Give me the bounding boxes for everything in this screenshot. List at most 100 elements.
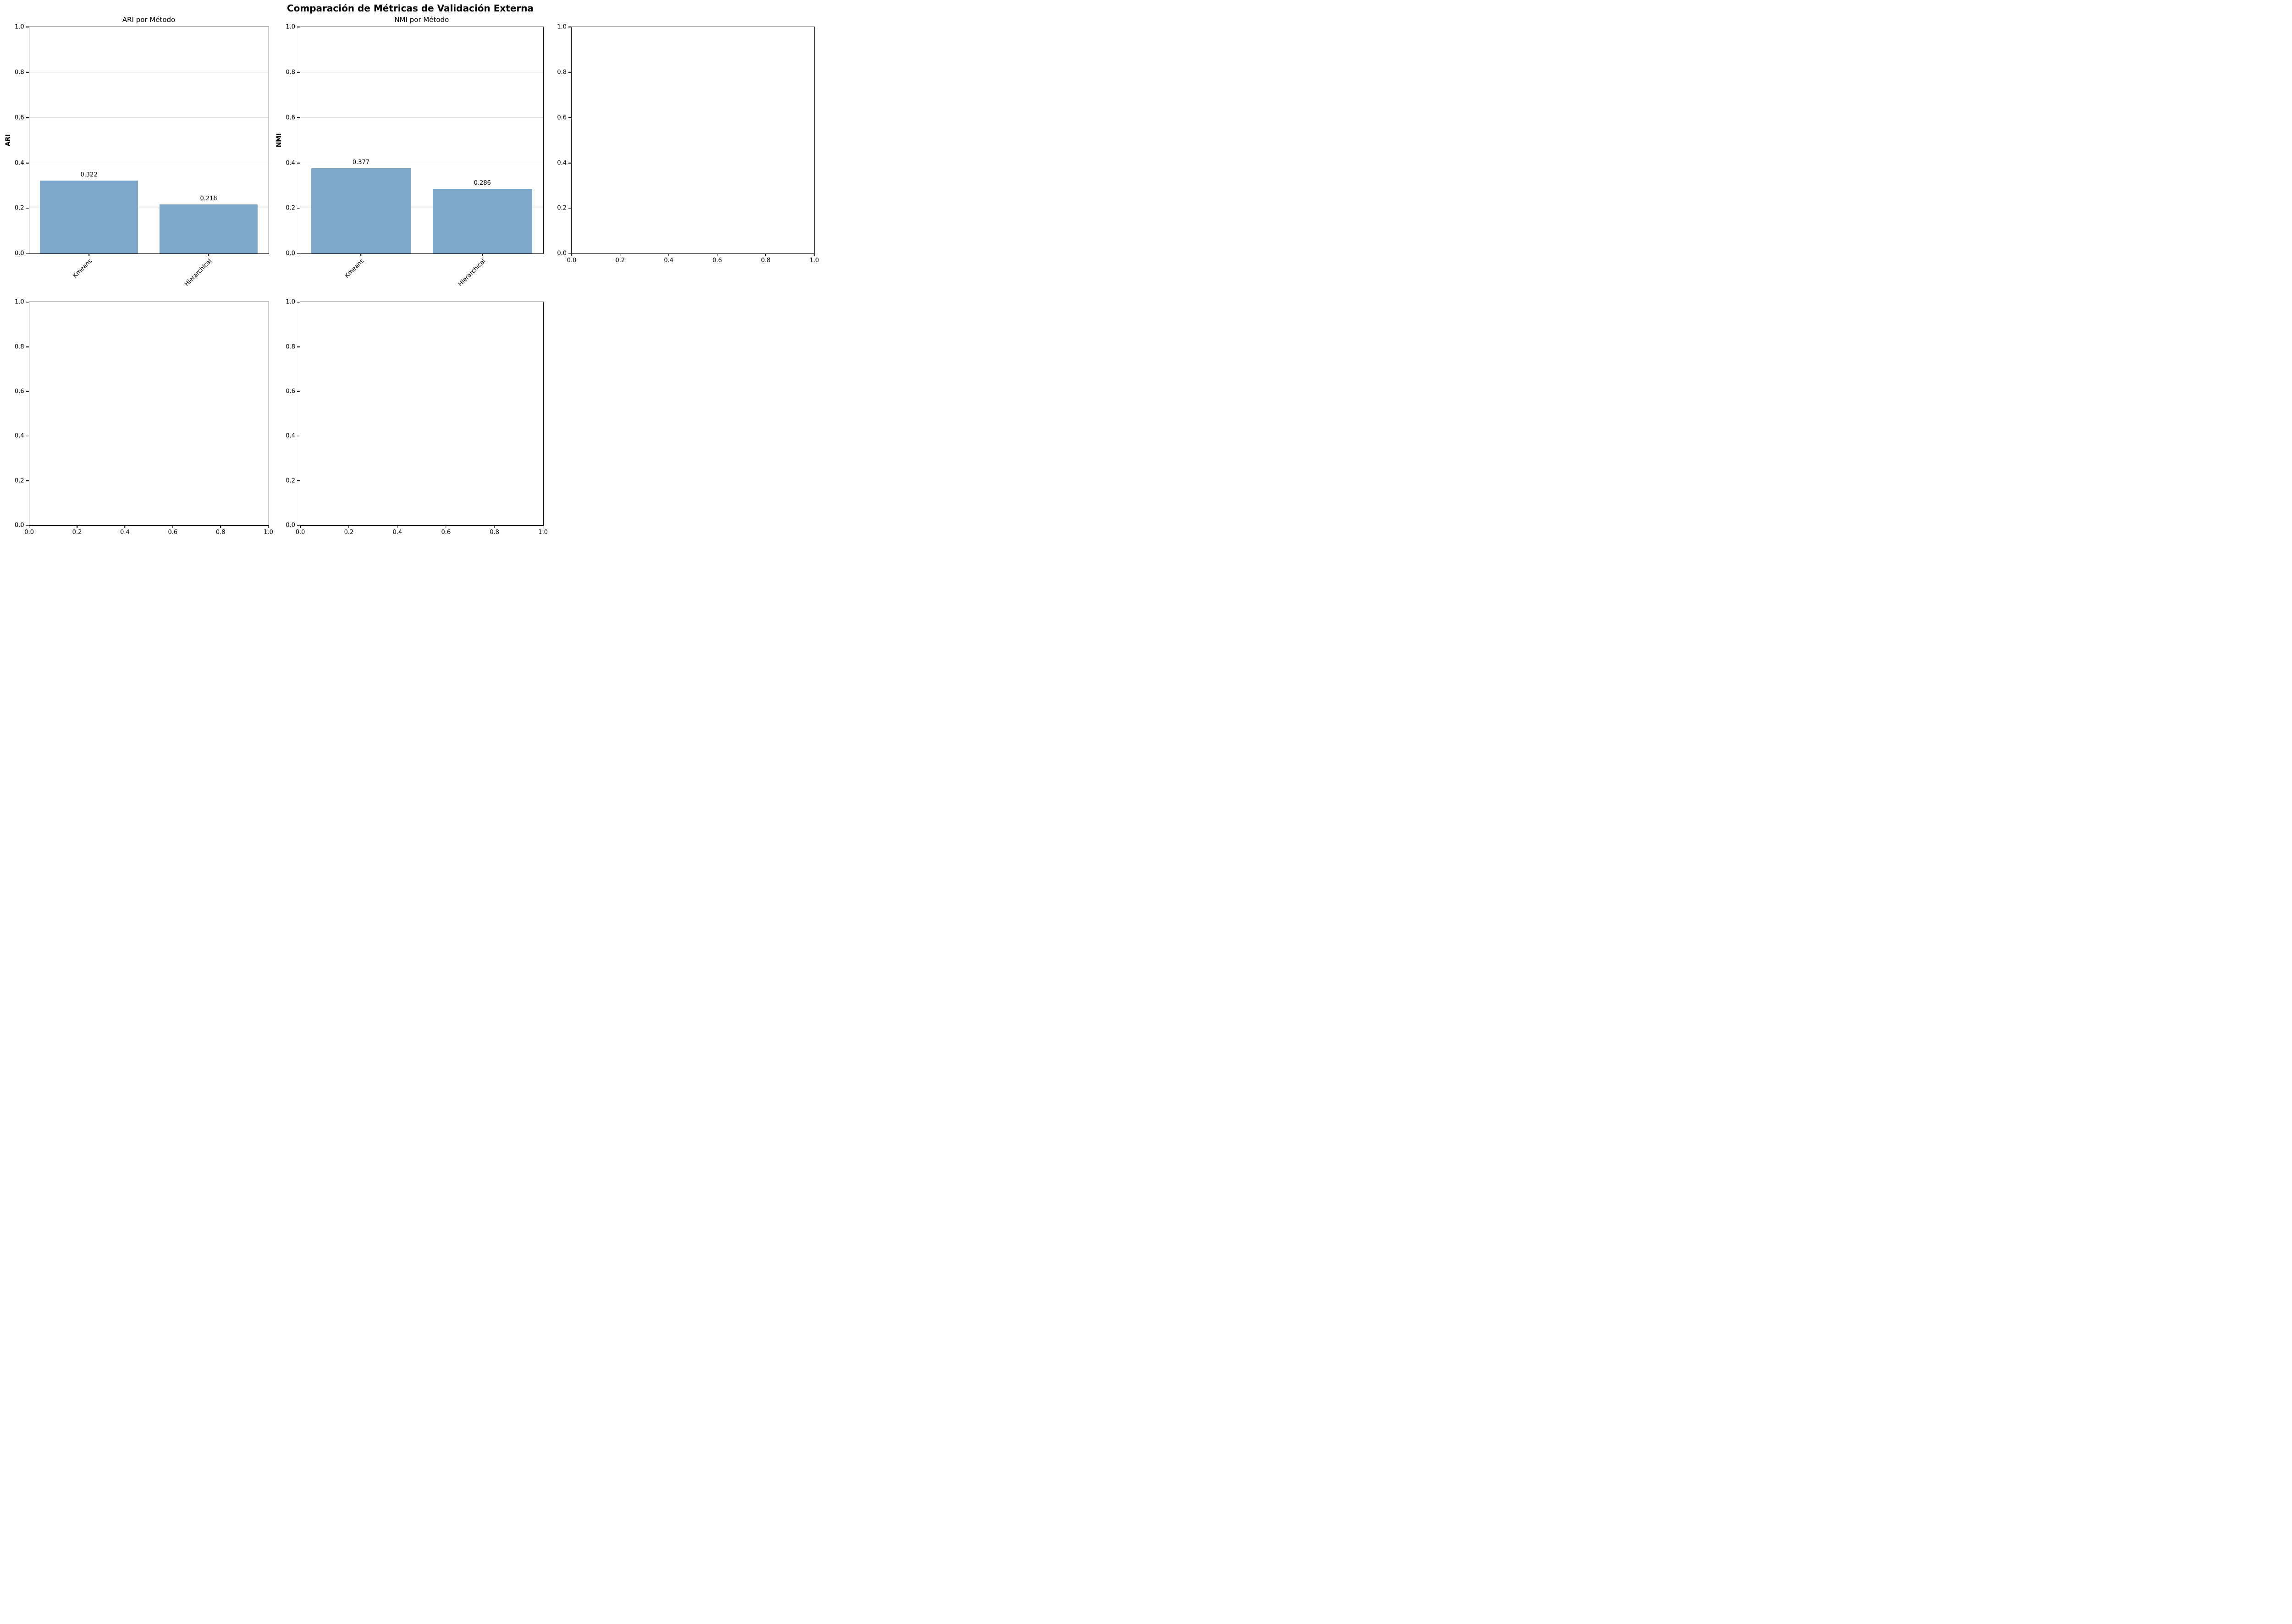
y-tick-mark	[297, 72, 300, 73]
y-tick-label: 0.2	[286, 477, 296, 484]
y-tick-label: 1.0	[557, 23, 567, 31]
y-tick-mark	[26, 435, 29, 437]
x-category-label: Hierarchical	[457, 258, 487, 288]
x-tick-label: 0.2	[615, 257, 625, 264]
y-tick-label: 0.4	[286, 160, 296, 167]
figure-suptitle: Comparación de Métricas de Validación Ex…	[286, 3, 534, 14]
x-tick-label: 0.8	[761, 257, 771, 264]
y-tick-label: 0.8	[286, 343, 296, 351]
y-tick-label: 0.2	[557, 204, 567, 212]
x-tick-label: 1.0	[809, 257, 819, 264]
y-tick-label: 0.0	[14, 250, 24, 257]
x-tick-label: 0.2	[72, 529, 82, 536]
y-tick-label: 0.8	[14, 343, 24, 351]
y-tick-mark	[568, 253, 572, 254]
y-tick-mark	[297, 162, 300, 164]
x-tick-mark	[494, 525, 495, 528]
bar-value-label: 0.322	[80, 171, 98, 179]
y-tick-mark	[26, 391, 29, 392]
x-tick-label: 0.6	[441, 529, 451, 536]
subplot-empty-top-right: 0.0 0.2 0.4 0.6 0.8 1.0 0.0 0.2 0.4 0.6 0.8 1.0	[557, 24, 819, 264]
y-tick-mark	[297, 117, 300, 118]
y-tick-mark	[26, 117, 29, 118]
y-tick-mark	[26, 162, 29, 164]
y-tick-label: 0.6	[286, 388, 296, 395]
y-tick-mark	[26, 480, 29, 481]
y-tick-mark	[297, 525, 300, 526]
y-tick-label: 0.8	[557, 69, 567, 76]
y-tick-mark	[297, 208, 300, 209]
y-tick-label: 0.4	[557, 160, 567, 167]
y-tick-mark	[568, 162, 572, 164]
subplot-nmi-bar-chart: NMI por Método NMI 0.0 0.2 0.4 0.6 0.8 1.0 0.3…	[275, 16, 544, 288]
x-tick-mark	[716, 253, 718, 257]
y-tick-mark	[297, 435, 300, 437]
x-tick-mark	[172, 525, 173, 528]
x-tick-label: 1.0	[538, 529, 548, 536]
y-tick-label: 1.0	[286, 23, 296, 31]
y-tick-label: 0.2	[14, 477, 24, 484]
x-category-label: Kmeans	[72, 258, 94, 280]
y-tick-label: 0.0	[14, 522, 24, 529]
x-tick-mark	[300, 525, 301, 528]
y-gridline	[29, 117, 269, 118]
y-gridline	[300, 117, 543, 118]
x-tick-mark	[668, 253, 669, 257]
subplot-ari-bar-chart: ARI por Método ARI 0.0 0.2 0.4 0.6 0.8 1.0 0.3…	[5, 16, 269, 288]
x-tick-mark	[360, 253, 362, 257]
x-tick-mark	[220, 525, 221, 528]
y-tick-mark	[568, 117, 572, 118]
x-tick-label: 0.8	[215, 529, 226, 536]
y-tick-label: 1.0	[14, 23, 24, 31]
y-tick-mark	[26, 27, 29, 28]
y-tick-mark	[568, 208, 572, 209]
y-tick-label: 0.8	[14, 69, 24, 76]
x-tick-mark	[268, 525, 269, 528]
x-tick-label: 1.0	[264, 529, 273, 536]
y-tick-label: 0.4	[286, 432, 296, 440]
y-tick-mark	[26, 253, 29, 254]
y-axis-label-ari: ARI	[4, 134, 12, 147]
x-category-label: Kmeans	[343, 258, 366, 280]
figure-canvas: Comparación de Métricas de Validación Ex…	[0, 0, 821, 541]
x-tick-mark	[88, 253, 89, 257]
y-tick-label: 1.0	[286, 298, 296, 306]
bar-value-label: 0.377	[352, 159, 370, 166]
y-tick-label: 0.4	[14, 160, 24, 167]
y-tick-mark	[26, 302, 29, 303]
y-axis-label-nmi: NMI	[275, 133, 283, 148]
y-tick-label: 0.6	[557, 114, 567, 121]
y-tick-label: 0.0	[557, 250, 567, 257]
x-tick-mark	[542, 525, 544, 528]
y-tick-label: 0.6	[286, 114, 296, 121]
y-tick-mark	[297, 391, 300, 392]
bar-hierarchical	[432, 188, 532, 254]
y-tick-mark	[297, 253, 300, 254]
y-tick-label: 0.4	[14, 432, 24, 440]
subplot-empty-bottom-middle: 0.0 0.2 0.4 0.6 0.8 1.0 0.0 0.2 0.4 0.6 0.8 1.0	[286, 299, 548, 536]
x-tick-mark	[482, 253, 483, 257]
x-tick-label: 0.0	[567, 257, 577, 264]
y-tick-mark	[26, 525, 29, 526]
x-tick-mark	[28, 525, 30, 528]
x-category-label: Hierarchical	[183, 258, 213, 288]
y-tick-label: 0.6	[14, 114, 24, 121]
y-tick-mark	[297, 27, 300, 28]
y-tick-label: 0.8	[286, 69, 296, 76]
x-tick-mark	[620, 253, 621, 257]
x-tick-label: 0.8	[490, 529, 500, 536]
x-tick-label: 0.4	[392, 529, 402, 536]
y-tick-label: 1.0	[14, 298, 24, 306]
x-tick-mark	[397, 525, 398, 528]
y-tick-label: 0.0	[286, 250, 296, 257]
y-tick-label: 0.2	[14, 204, 24, 212]
x-tick-label: 0.0	[295, 529, 305, 536]
y-tick-mark	[297, 302, 300, 303]
y-tick-label: 0.0	[286, 522, 296, 529]
bar-hierarchical	[160, 204, 258, 254]
bar-kmeans	[40, 181, 138, 254]
x-tick-mark	[208, 253, 209, 257]
x-tick-label: 0.0	[24, 529, 34, 536]
y-tick-mark	[26, 72, 29, 73]
y-tick-mark	[568, 72, 572, 73]
